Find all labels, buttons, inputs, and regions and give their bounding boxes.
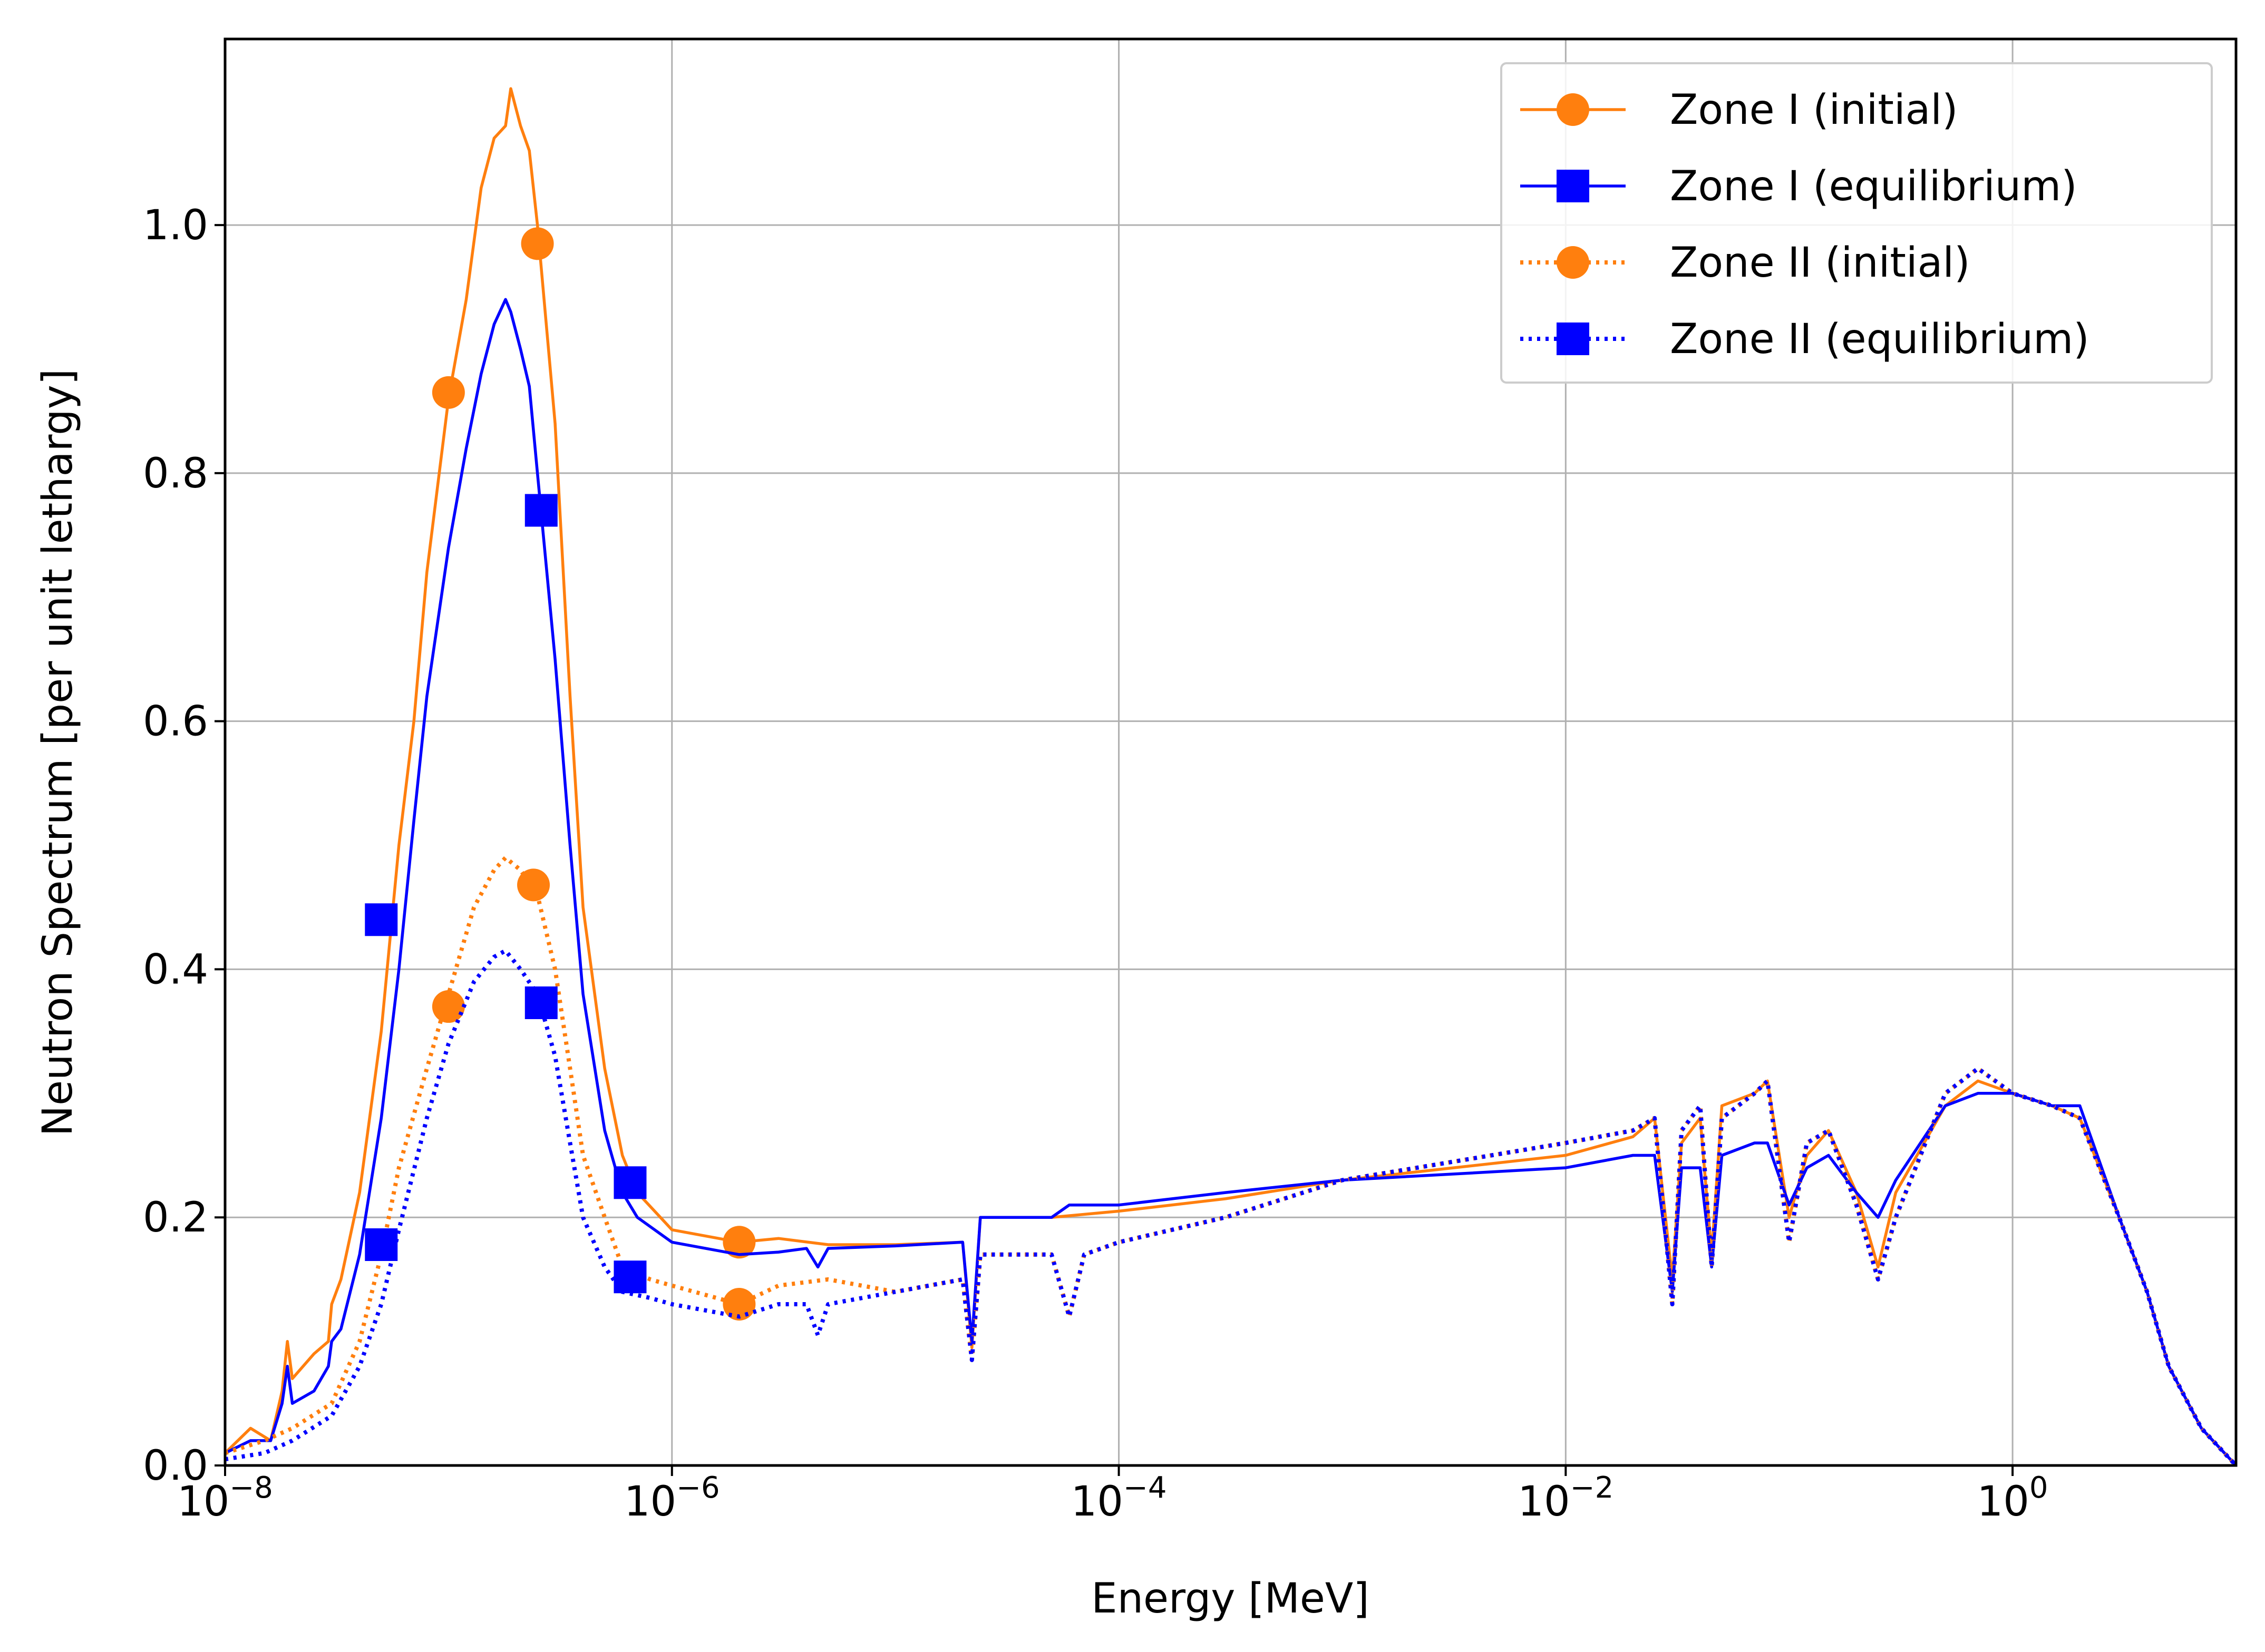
circle-marker — [432, 376, 465, 409]
y-tick-label: 0.6 — [143, 698, 208, 746]
square-marker — [1557, 322, 1589, 355]
legend-entry: Zone I (equilibrium) — [1520, 163, 2077, 210]
legend-entry: Zone II (initial) — [1520, 239, 1970, 287]
x-tick-base: 10 — [1977, 1478, 2029, 1526]
x-axis-label: Energy [MeV] — [1091, 1575, 1369, 1622]
x-tick-base: 10 — [177, 1478, 229, 1526]
legend-label: Zone I (equilibrium) — [1670, 163, 2077, 210]
x-tick-base: 10 — [624, 1478, 676, 1526]
legend: Zone I (initial) Zone I (equilibrium) Zone… — [1500, 62, 2213, 384]
square-marker — [524, 986, 558, 1019]
series-line — [224, 298, 2238, 1467]
x-tick-label: 10−6 — [624, 1471, 720, 1526]
y-tick-label: 0.0 — [143, 1442, 208, 1490]
x-tick-exponent: −6 — [676, 1471, 720, 1505]
series-layer — [224, 87, 2238, 1467]
series-line — [224, 87, 2238, 1467]
series-1 — [224, 87, 2238, 1467]
legend-entry: Zone I (initial) — [1520, 86, 1958, 134]
legend-box — [1500, 62, 2213, 384]
x-tick-base: 10 — [1071, 1478, 1123, 1526]
circle-marker — [432, 990, 465, 1023]
series-4 — [225, 949, 2238, 1467]
circle-marker — [1557, 246, 1589, 279]
y-tick-label: 0.4 — [143, 946, 208, 993]
x-tick-exponent: 0 — [2029, 1471, 2048, 1505]
x-tick-exponent: −2 — [1570, 1471, 1614, 1505]
circle-marker — [521, 227, 554, 260]
square-marker — [1557, 170, 1589, 202]
x-axis-ticks: 10−8 10−6 10−4 10−2 100 — [177, 1465, 2048, 1526]
x-tick-exponent: −8 — [229, 1471, 273, 1505]
x-tick-label: 100 — [1977, 1471, 2048, 1526]
legend-label: Zone I (initial) — [1670, 86, 1958, 134]
y-tick-label: 0.8 — [143, 450, 208, 497]
series-line — [225, 949, 2238, 1467]
x-tick-exponent: −4 — [1123, 1471, 1167, 1505]
x-tick-label: 10−2 — [1518, 1471, 1613, 1526]
square-marker — [614, 1260, 647, 1294]
x-tick-label: 10−8 — [177, 1471, 273, 1526]
series-2 — [224, 298, 2238, 1467]
y-tick-label: 1.0 — [143, 202, 208, 249]
x-tick-label: 10−4 — [1071, 1471, 1167, 1526]
legend-label: Zone II (initial) — [1670, 239, 1970, 287]
circle-marker — [723, 1226, 756, 1259]
square-marker — [524, 494, 558, 527]
y-tick-label: 0.2 — [143, 1194, 208, 1242]
square-marker — [365, 1228, 398, 1262]
circle-marker — [517, 868, 550, 902]
legend-entry: Zone II (equilibrium) — [1520, 316, 2089, 363]
square-marker — [614, 1166, 647, 1199]
square-marker — [365, 903, 398, 936]
y-axis-ticks: 0.0 0.2 0.4 0.6 0.8 1.0 — [143, 202, 225, 1490]
plot-frame — [223, 37, 2238, 1467]
y-axis-label: Neutron Spectrum [per unit lethargy] — [34, 369, 82, 1136]
x-tick-base: 10 — [1518, 1478, 1570, 1526]
legend-label: Zone II (equilibrium) — [1670, 316, 2089, 363]
circle-marker — [1557, 93, 1589, 126]
